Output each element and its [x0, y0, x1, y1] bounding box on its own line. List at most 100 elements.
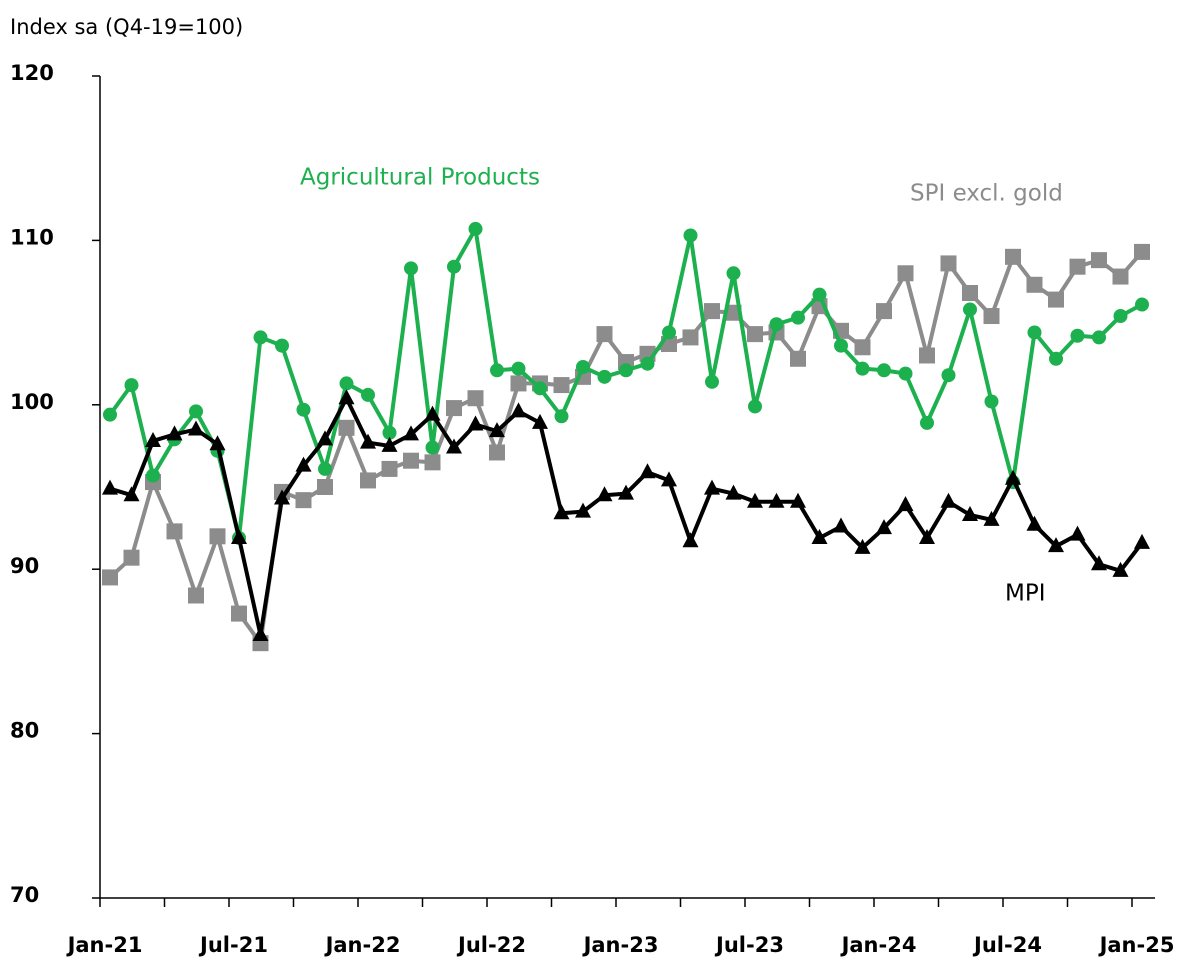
marker	[1005, 248, 1021, 265]
marker	[360, 472, 376, 489]
marker	[553, 377, 570, 394]
marker	[510, 402, 527, 418]
marker	[662, 325, 676, 340]
marker	[1091, 555, 1107, 571]
marker	[983, 510, 1000, 526]
marker	[252, 625, 269, 641]
marker	[361, 387, 375, 402]
marker	[490, 363, 504, 378]
marker	[618, 484, 634, 500]
marker	[403, 452, 419, 469]
x-tick-label: Jan-23	[582, 933, 659, 957]
marker	[748, 399, 762, 414]
marker	[1113, 309, 1128, 324]
marker	[1112, 561, 1129, 577]
marker	[403, 425, 419, 441]
y-tick-label: 90	[10, 554, 39, 578]
marker	[447, 259, 461, 274]
marker	[876, 519, 892, 535]
x-tick-label: Jan-24	[840, 933, 917, 957]
marker	[661, 471, 677, 487]
marker	[1027, 325, 1042, 340]
marker	[1091, 252, 1107, 269]
marker	[963, 302, 977, 317]
marker	[533, 381, 547, 396]
x-tick-label: Jul-22	[456, 933, 526, 957]
marker	[489, 422, 505, 438]
marker	[962, 285, 978, 302]
x-tick-label: Jan-22	[324, 933, 401, 957]
marker	[1069, 525, 1086, 541]
marker	[209, 435, 226, 451]
marker	[532, 413, 548, 429]
marker	[940, 255, 957, 272]
marker	[467, 415, 484, 431]
marker	[941, 368, 956, 383]
marker	[704, 479, 720, 495]
x-tick-label: Jul-21	[198, 933, 268, 957]
marker	[897, 496, 914, 512]
marker	[984, 394, 999, 409]
marker	[962, 505, 978, 521]
marker	[812, 287, 827, 302]
marker	[897, 265, 914, 282]
series-label: Agricultural Products	[300, 165, 540, 191]
marker	[467, 390, 484, 407]
marker	[854, 339, 871, 356]
marker	[425, 440, 440, 455]
marker	[446, 438, 462, 454]
marker	[103, 407, 117, 422]
marker	[382, 425, 397, 440]
marker	[940, 492, 957, 508]
marker	[123, 549, 140, 566]
marker	[554, 409, 569, 424]
marker	[597, 369, 612, 384]
marker	[274, 489, 290, 505]
marker	[576, 359, 590, 374]
marker	[123, 486, 140, 502]
series-line	[109, 396, 1144, 637]
marker	[318, 461, 332, 476]
marker	[317, 430, 333, 446]
marker	[188, 420, 204, 436]
marker	[1070, 328, 1085, 343]
marker	[575, 502, 591, 518]
marker	[920, 415, 934, 430]
y-tick-label: 100	[10, 390, 54, 414]
marker	[102, 479, 118, 495]
marker	[1134, 243, 1150, 260]
marker	[855, 361, 870, 376]
x-tick-label: Jan-21	[66, 933, 143, 957]
y-tick-label: 80	[10, 719, 39, 743]
marker	[102, 569, 118, 586]
marker	[682, 329, 699, 346]
y-axis-title: Index sa (Q4-19=100)	[10, 15, 243, 39]
marker	[898, 366, 913, 381]
marker	[747, 326, 763, 343]
marker	[619, 363, 633, 378]
marker	[1005, 469, 1021, 485]
marker	[919, 347, 935, 364]
marker	[877, 363, 891, 378]
marker	[683, 228, 698, 243]
marker	[424, 454, 441, 471]
marker	[275, 338, 289, 353]
marker	[295, 492, 312, 509]
marker	[317, 479, 333, 495]
marker	[725, 484, 742, 500]
marker	[424, 405, 441, 421]
marker	[983, 308, 1000, 325]
y-tick-label: 70	[10, 883, 39, 907]
marker	[596, 486, 613, 502]
marker	[876, 303, 892, 320]
marker	[231, 605, 247, 622]
marker	[189, 404, 203, 419]
marker	[596, 326, 613, 343]
marker	[360, 433, 376, 449]
marker	[166, 425, 183, 441]
marker	[338, 419, 355, 436]
marker	[1112, 268, 1129, 285]
marker	[510, 375, 527, 392]
marker	[1026, 276, 1043, 293]
